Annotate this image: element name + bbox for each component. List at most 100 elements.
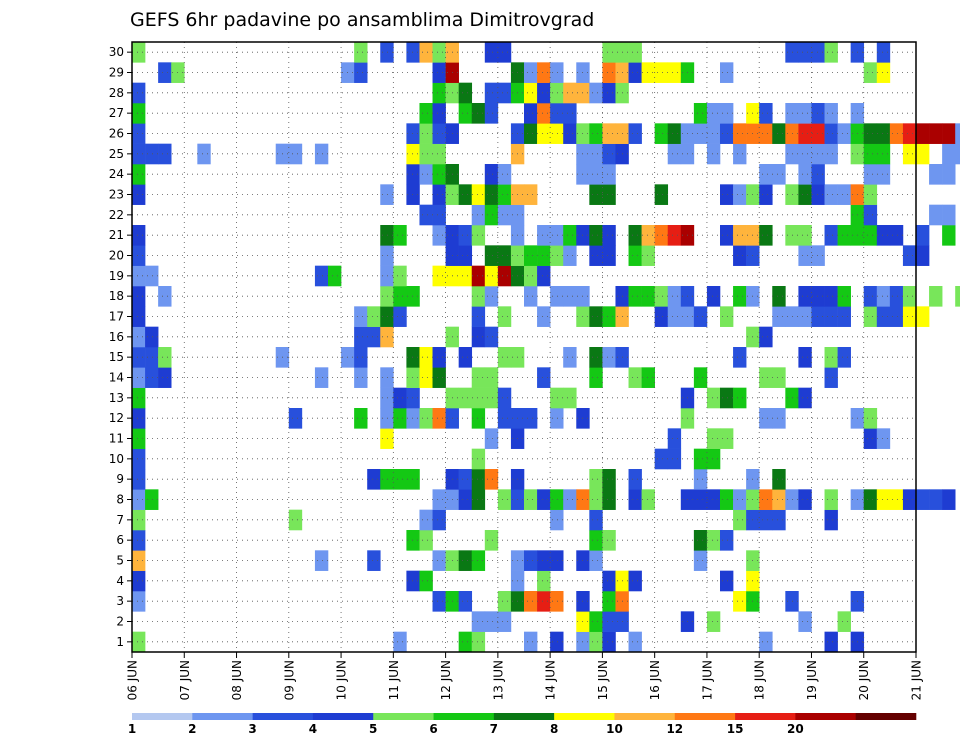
heatmap-cell <box>929 204 943 226</box>
heatmap-cell <box>550 245 564 266</box>
heatmap-cell <box>550 591 564 612</box>
heatmap-cell <box>419 204 433 226</box>
legend-label: 5 <box>369 722 377 736</box>
heatmap-cell <box>876 164 891 185</box>
heatmap-cell <box>432 42 446 63</box>
x-tick-label: 16 JUN <box>648 660 662 700</box>
heatmap-cell <box>158 62 172 83</box>
heatmap-cell <box>667 286 682 307</box>
heatmap-cell <box>406 387 420 409</box>
heatmap-cell <box>354 326 368 348</box>
heatmap-cell <box>458 347 473 368</box>
heatmap-cell <box>432 204 446 226</box>
heatmap-cell <box>929 164 943 185</box>
heatmap-cell <box>811 286 825 307</box>
heatmap-cell <box>158 286 172 307</box>
heatmap-cell <box>589 469 603 490</box>
heatmap-cell <box>497 408 512 429</box>
heatmap-cell <box>602 143 616 165</box>
x-tick-label: 21 JUN <box>910 660 924 700</box>
heatmap-cell <box>419 123 433 144</box>
heatmap-cell <box>132 408 146 429</box>
heatmap-cell <box>759 509 773 531</box>
heatmap-cell <box>693 448 708 470</box>
heatmap-cell <box>458 245 473 266</box>
y-tick-label: 28 <box>109 86 124 100</box>
heatmap-cell <box>484 611 499 632</box>
heatmap-cell <box>132 326 146 348</box>
heatmap-cell <box>524 489 538 510</box>
legend-label: 4 <box>309 722 317 736</box>
heatmap-cell <box>824 123 838 144</box>
heatmap-cell <box>288 509 303 531</box>
heatmap-cell <box>380 42 394 63</box>
heatmap-cell <box>132 428 146 449</box>
heatmap-cell <box>876 123 891 144</box>
heatmap-cell <box>811 306 825 327</box>
heatmap-cell <box>759 225 773 246</box>
y-tick-label: 17 <box>109 310 124 324</box>
heatmap-cell <box>458 469 473 490</box>
heatmap-cell <box>733 489 747 510</box>
heatmap-cell <box>471 103 486 124</box>
heatmap-cell <box>458 103 473 124</box>
heatmap-cell <box>132 245 146 266</box>
y-tick-label: 19 <box>109 269 124 283</box>
heatmap-cell <box>380 184 394 205</box>
heatmap-cell <box>537 367 551 388</box>
heatmap-cell <box>419 143 433 165</box>
heatmap-cell <box>484 286 499 307</box>
heatmap-cell <box>602 347 616 368</box>
heatmap-cell <box>654 62 669 83</box>
heatmap-cell <box>706 448 721 470</box>
heatmap-cell <box>406 123 420 144</box>
x-tick-label: 18 JUN <box>753 660 767 700</box>
heatmap-cell <box>824 631 838 653</box>
chart-title: GEFS 6hr padavine po ansamblima Dimitrov… <box>130 9 594 31</box>
x-tick-label: 14 JUN <box>544 660 558 700</box>
heatmap-cell <box>550 550 564 571</box>
heatmap-cell <box>471 550 486 571</box>
heatmap-cell <box>132 123 146 144</box>
heatmap-cell <box>563 347 577 368</box>
y-tick-label: 8 <box>116 493 124 507</box>
heatmap-cell <box>693 489 708 510</box>
heatmap-cell <box>654 306 669 327</box>
heatmap-cell <box>563 82 577 104</box>
heatmap-cell <box>589 306 603 327</box>
heatmap-cell <box>432 184 446 205</box>
x-tick-label: 06 JUN <box>126 660 140 700</box>
legend-label: 6 <box>429 722 437 736</box>
legend-swatch <box>312 713 374 720</box>
heatmap-cell <box>720 184 734 205</box>
heatmap-cell <box>837 286 851 307</box>
heatmap-cell <box>406 286 420 307</box>
legend-label: 20 <box>787 722 804 736</box>
color-legend: 1 2 3 4 5 6 7 8 10 12 15 20 <box>128 713 917 736</box>
heatmap-cell <box>876 143 891 165</box>
heatmap-cell <box>471 489 486 510</box>
heatmap-cell <box>759 184 773 205</box>
heatmap-cell <box>419 408 433 429</box>
heatmap-cell <box>524 286 538 307</box>
heatmap-cell <box>145 265 159 287</box>
heatmap-cell <box>811 164 825 185</box>
heatmap-cell <box>367 469 381 490</box>
heatmap-cell <box>132 306 146 327</box>
heatmap-cell <box>589 225 603 246</box>
heatmap-cell <box>602 82 616 104</box>
heatmap-cell <box>132 570 146 592</box>
heatmap-cell <box>942 164 956 185</box>
heatmap-cell <box>158 347 172 368</box>
legend-swatch <box>373 713 434 720</box>
heatmap-cell <box>432 62 446 83</box>
heatmap-cell <box>693 469 708 490</box>
heatmap-cell <box>824 509 838 531</box>
heatmap-cell <box>902 489 917 510</box>
heatmap-cell <box>406 184 420 205</box>
y-tick-label: 10 <box>109 452 124 466</box>
heatmap-cell <box>550 631 564 653</box>
heatmap-cell <box>772 367 786 388</box>
heatmap-cell <box>367 550 381 571</box>
